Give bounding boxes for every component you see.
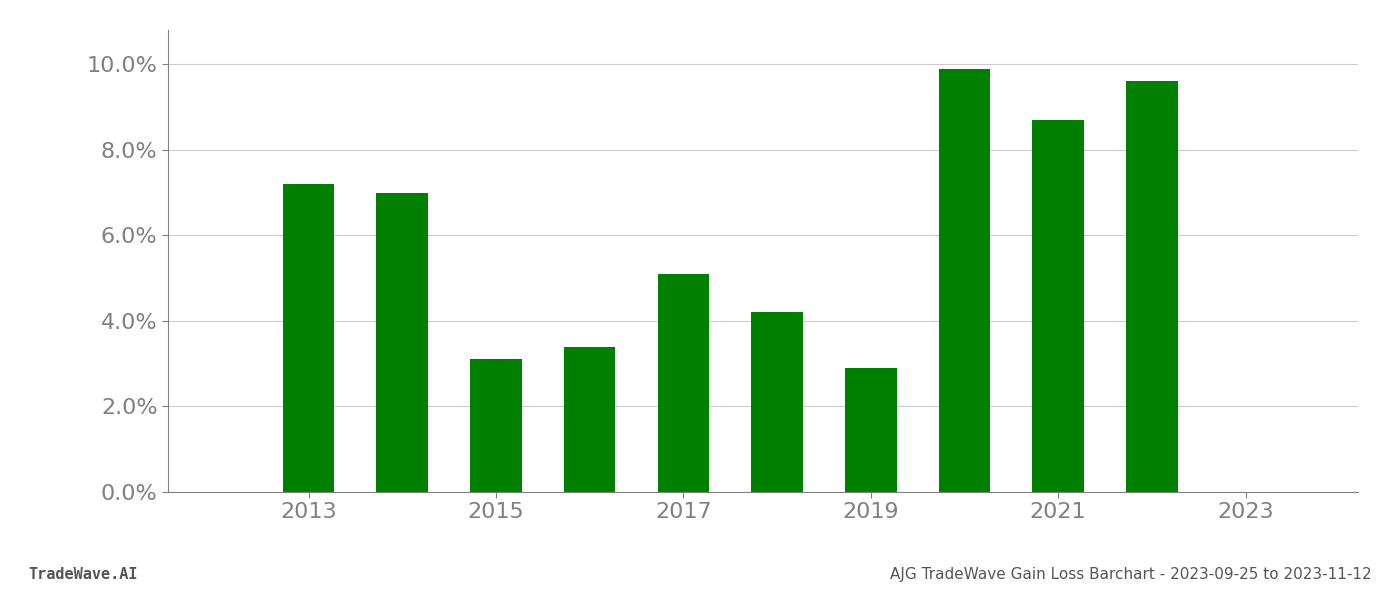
Bar	[846, 368, 896, 492]
Text: TradeWave.AI: TradeWave.AI	[28, 567, 137, 582]
Text: AJG TradeWave Gain Loss Barchart - 2023-09-25 to 2023-11-12: AJG TradeWave Gain Loss Barchart - 2023-…	[890, 567, 1372, 582]
Bar	[564, 347, 616, 492]
Bar	[752, 313, 802, 492]
Bar	[938, 68, 990, 492]
Bar	[377, 193, 428, 492]
Bar	[283, 184, 335, 492]
Bar	[658, 274, 710, 492]
Bar	[470, 359, 522, 492]
Bar	[1032, 120, 1084, 492]
Bar	[1126, 82, 1177, 492]
